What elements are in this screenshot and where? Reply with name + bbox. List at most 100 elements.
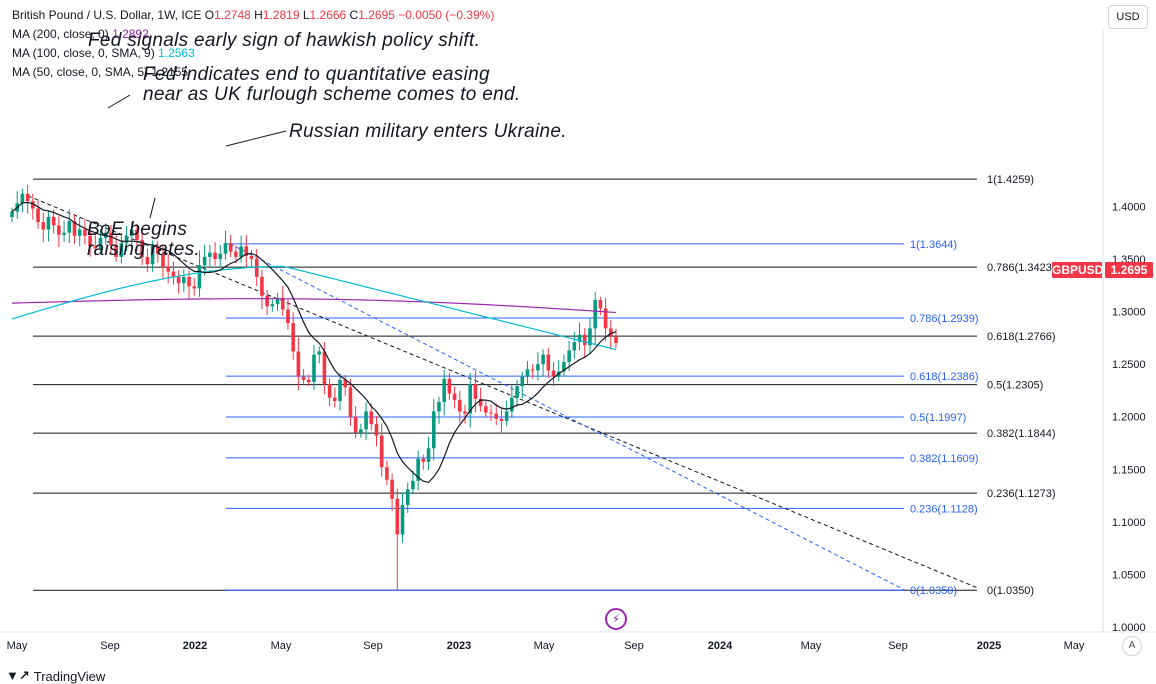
- annotation-russia-ukraine: Russian military enters Ukraine.: [289, 121, 567, 142]
- legend-ma100[interactable]: MA (100, close, 0, SMA, 9) 1.2563: [12, 44, 494, 63]
- y-tick-label: 1.2500: [1112, 359, 1146, 371]
- candle-body: [400, 505, 405, 535]
- candle-body: [317, 351, 322, 355]
- annotation-fed-qe-line2: near as UK furlough scheme comes to end.: [143, 84, 521, 105]
- ohlc-label-h: H: [250, 8, 263, 22]
- candle-body: [364, 411, 368, 430]
- ohlc-value-l: 1.2666: [309, 8, 347, 22]
- ma100-label: MA (100, close, 0, SMA, 9): [12, 46, 155, 60]
- brand-name: TradingView: [33, 668, 106, 684]
- x-tick-label: May: [801, 640, 822, 652]
- candle-body: [405, 489, 410, 506]
- candle-body: [67, 221, 72, 233]
- tradingview-logo-icon: ▼↗: [6, 668, 30, 683]
- candle-body: [51, 216, 56, 226]
- x-tick-label: 2025: [977, 640, 1001, 652]
- candle-body: [603, 308, 608, 329]
- candle-body: [499, 418, 504, 421]
- lightning-icon[interactable]: ⚡: [605, 608, 627, 630]
- candle-body: [98, 237, 103, 249]
- currency-button[interactable]: USD: [1108, 5, 1148, 29]
- candle-body: [275, 297, 280, 305]
- candle-body: [46, 216, 51, 230]
- ma50-value: 1.2155: [151, 65, 189, 79]
- candle-body: [197, 265, 202, 289]
- candle-body: [296, 351, 301, 377]
- annotation-pointer: [149, 197, 156, 219]
- x-tick-label: Sep: [363, 640, 383, 652]
- annotation-pointer: [107, 94, 131, 109]
- candle-body: [525, 369, 530, 377]
- tradingview-brand[interactable]: ▼↗ TradingView: [6, 668, 105, 684]
- candle-body: [379, 435, 384, 468]
- candle-body: [593, 299, 597, 329]
- candle-body: [333, 397, 337, 401]
- candle-body: [145, 256, 150, 265]
- fib-black-label: 0.5(1.2305): [987, 380, 1043, 392]
- candle-body: [322, 351, 327, 385]
- fib-blue-label: 0.382(1.1609): [910, 453, 979, 465]
- candle-body: [478, 398, 483, 407]
- candle-body: [10, 211, 14, 217]
- candle-body: [608, 328, 613, 337]
- candle-body: [416, 458, 420, 481]
- y-tick-label: 1.0000: [1112, 622, 1146, 634]
- fib-black-label: 0.382(1.1844): [987, 428, 1056, 440]
- x-tick-label: May: [534, 640, 555, 652]
- candle-body: [489, 412, 493, 414]
- candle-body: [20, 193, 25, 204]
- fib-black-label: 0.236(1.1273): [987, 488, 1056, 500]
- candle-body: [208, 252, 212, 257]
- ma200-label: MA (200, close, 0): [12, 27, 109, 41]
- candle-body: [265, 295, 269, 307]
- symbol-price-tag: GBPUSD: [1052, 262, 1104, 278]
- candle-body: [176, 276, 181, 284]
- candle-body: [140, 240, 144, 257]
- candle-body: [353, 416, 358, 433]
- candle-body: [452, 393, 457, 400]
- x-tick-label: May: [271, 640, 292, 652]
- candle-body: [551, 370, 556, 377]
- candle-body: [161, 253, 165, 267]
- last-price-tag: 1.2695: [1105, 262, 1153, 278]
- candle-body: [421, 458, 426, 462]
- candle-body: [254, 258, 259, 277]
- candle-body: [390, 479, 394, 499]
- annotation-fed-hawkish: Fed signals early sign of hawkish policy…: [88, 30, 481, 51]
- legend-ma200[interactable]: MA (200, close, 0) 1.2892: [12, 25, 494, 44]
- candle-body: [155, 246, 160, 254]
- x-tick-label: 2024: [708, 640, 733, 652]
- ma100-line: [11, 265, 617, 351]
- candle-body: [312, 354, 316, 383]
- candle-body: [88, 235, 92, 247]
- annotation-boe-line1: BoE begins: [87, 219, 188, 240]
- candle-body: [192, 286, 197, 289]
- candle-body: [129, 229, 134, 236]
- x-tick-label: 2022: [183, 640, 207, 652]
- x-tick-label: May: [7, 640, 28, 652]
- price-change: −0.0050 (−0.39%): [398, 8, 495, 22]
- fib-blue-label: 0.786(1.2939): [910, 313, 979, 325]
- candle-body: [520, 376, 525, 387]
- trendline-blue: [229, 243, 906, 591]
- candle-body: [150, 246, 155, 265]
- candle-body: [306, 379, 311, 383]
- candle-body: [541, 354, 545, 365]
- x-tick-label: Sep: [624, 640, 644, 652]
- candle-body: [301, 376, 306, 380]
- auto-scale-button[interactable]: A: [1122, 636, 1142, 656]
- candle-body: [93, 246, 98, 249]
- candle-body: [62, 232, 66, 235]
- candle-body: [588, 328, 592, 346]
- ohlc-value-c: 1.2695: [358, 8, 395, 22]
- candle-body: [348, 387, 353, 417]
- candle-body: [411, 480, 415, 490]
- fib-blue-label: 0.236(1.1128): [910, 503, 978, 515]
- candle-body: [270, 304, 275, 307]
- candle-body: [473, 384, 478, 399]
- candle-body: [124, 235, 129, 244]
- ohlc-label-l: L: [299, 8, 310, 22]
- legend-ma50[interactable]: MA (50, close, 0, SMA, 5) 1.2155: [12, 63, 494, 82]
- fib-black-label: 1(1.4259): [987, 174, 1034, 186]
